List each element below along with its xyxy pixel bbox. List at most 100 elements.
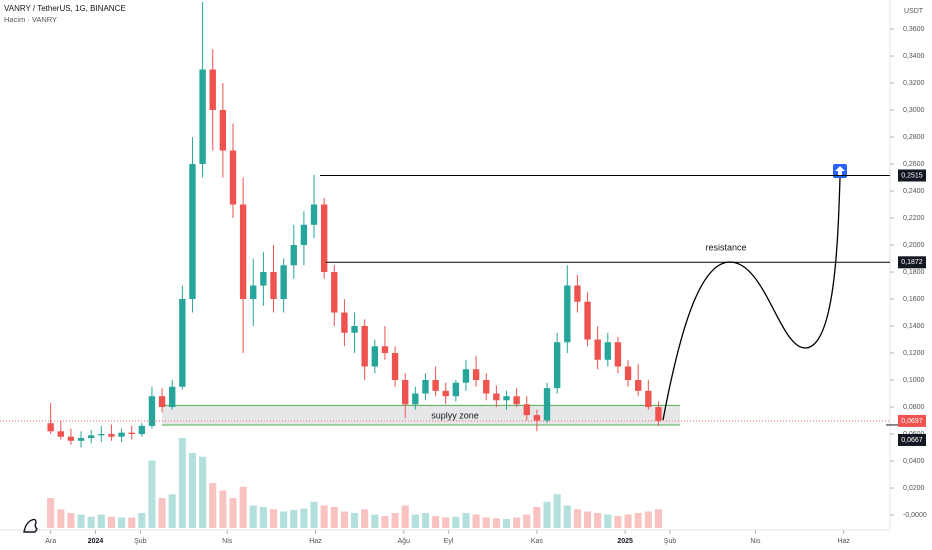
candle-body	[199, 69, 206, 165]
volume-bar	[188, 453, 197, 528]
chart-title: VANRY / TetherUS, 1G, BINANCE	[4, 4, 126, 13]
volume-bar	[492, 518, 500, 528]
candle-body	[493, 393, 500, 401]
candle-body	[462, 369, 470, 383]
volume-bar	[168, 494, 176, 528]
y-tick-label: 0,2200	[903, 215, 925, 222]
candle-body	[77, 438, 85, 441]
volume-bar	[573, 509, 581, 528]
volume-bar	[533, 507, 541, 528]
volume-bar	[604, 514, 612, 528]
volume-bar	[128, 517, 136, 528]
candle-body	[300, 224, 308, 246]
candle-body	[229, 150, 237, 205]
volume-bar	[401, 505, 409, 528]
candle-body	[351, 326, 358, 333]
volume-bar	[421, 513, 430, 528]
y-tick-label: 0,3000	[903, 107, 925, 114]
volume-bar	[138, 513, 146, 528]
volume-bar	[290, 510, 298, 528]
volume-bar	[472, 514, 480, 528]
candle-body	[250, 285, 257, 300]
volume-bar	[634, 513, 642, 528]
arrow-glyph	[835, 166, 845, 176]
candle-body	[533, 415, 541, 421]
candle-body	[108, 434, 115, 437]
level-label-box	[898, 169, 926, 182]
volume-bar	[310, 501, 318, 528]
volume-bar	[269, 509, 278, 528]
candle-body	[635, 380, 642, 391]
volume-bar	[432, 516, 440, 528]
y-tick-label: 0,2400	[903, 188, 925, 195]
supply-zone	[162, 405, 680, 425]
candle-body	[381, 346, 389, 354]
candle-body	[604, 342, 611, 360]
candle-body	[584, 301, 591, 340]
candle-body	[118, 432, 125, 437]
candle-body	[553, 342, 561, 389]
volume-bar	[371, 514, 379, 528]
candle-body	[280, 265, 287, 300]
y-tick-label: 0,1800	[903, 269, 925, 276]
volume-bar	[118, 517, 126, 528]
candle-body	[67, 436, 75, 441]
projection-curve	[662, 177, 841, 421]
candle-body	[523, 404, 530, 416]
candle-body	[543, 388, 551, 421]
candle-body	[341, 312, 348, 333]
volume-bar	[239, 486, 247, 528]
x-tick-label: 2025	[617, 538, 633, 545]
y-tick-label: 0,1200	[903, 350, 925, 357]
candle-body	[513, 396, 520, 405]
volume-bar	[391, 513, 399, 528]
volume-bar	[77, 514, 85, 528]
candle-body	[128, 432, 135, 435]
volume-bar	[502, 519, 511, 528]
candle-body	[260, 272, 267, 286]
volume-bar	[107, 516, 115, 528]
tv-logo	[23, 518, 38, 533]
volume-bar	[381, 516, 389, 528]
candle-body	[402, 380, 409, 405]
volume-bar	[219, 490, 227, 528]
x-tick-label: Nis	[222, 538, 233, 545]
candle-body	[391, 353, 399, 381]
y-tick-label: 0,2800	[903, 134, 925, 141]
zone-label: suplyy zone	[431, 410, 479, 420]
volume-bar	[452, 516, 460, 528]
x-tick-label: Nis	[750, 538, 761, 545]
candle-body	[624, 366, 632, 381]
volume-bar	[614, 516, 622, 528]
level-label: 0,2515	[901, 172, 923, 179]
volume-bar	[259, 507, 267, 528]
candle-body	[655, 407, 662, 421]
volume-title: Hacim · VANRY	[4, 15, 57, 24]
y-tick-label: 0,3600	[903, 26, 925, 33]
volume-bar	[280, 511, 288, 528]
x-tick-label: Eyl	[444, 538, 454, 545]
candle-body	[645, 390, 652, 408]
volume-bar	[583, 511, 592, 528]
x-tick-label: Ağu	[398, 538, 411, 545]
candle-body	[179, 299, 186, 387]
volume-bar	[47, 498, 55, 528]
x-tick-label: Şub	[664, 538, 677, 545]
candle-body	[442, 390, 449, 397]
volume-bar	[644, 511, 652, 528]
candle-body	[361, 326, 368, 367]
candle-body	[371, 346, 379, 367]
candle-body	[158, 396, 166, 408]
x-tick-label: Şub	[134, 538, 147, 545]
x-tick-label: Ara	[45, 538, 56, 545]
y-tick-label: 0,1400	[903, 323, 925, 330]
y-tick-label: 0,1000	[903, 377, 925, 384]
candle-body	[270, 272, 277, 300]
x-tick-label: Haz	[837, 538, 850, 545]
zone-label-box	[898, 433, 926, 446]
logo-shape	[23, 518, 38, 533]
y-tick-label: 0,3200	[903, 80, 925, 87]
x-tick-label: Haz	[309, 538, 322, 545]
